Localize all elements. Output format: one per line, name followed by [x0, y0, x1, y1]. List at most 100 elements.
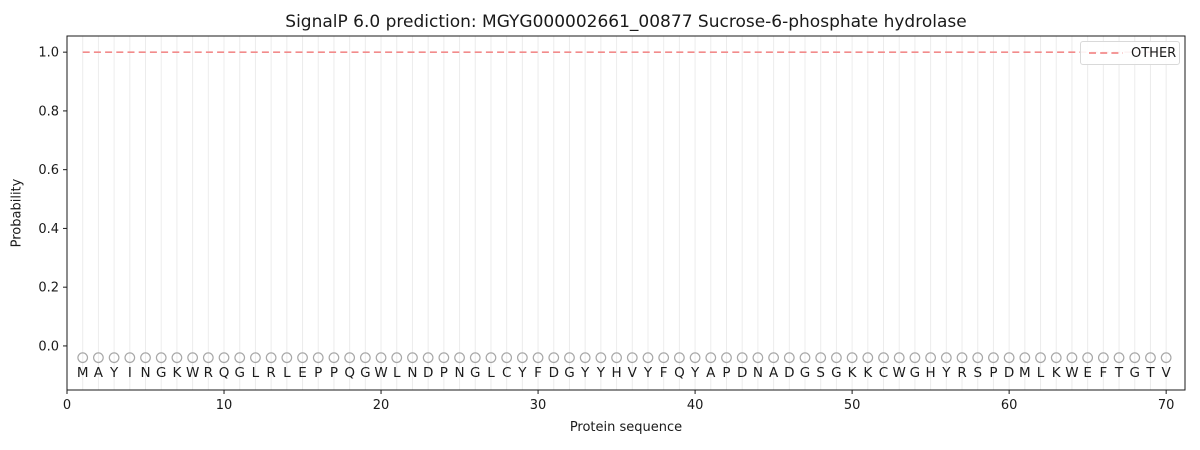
residue-marker: [1082, 352, 1094, 364]
residue-letter: Y: [580, 365, 590, 381]
residue-marker: [705, 352, 717, 364]
residue-letter: D: [1004, 365, 1014, 381]
x-tick-label: 70: [1158, 398, 1175, 413]
residue-letter: G: [1130, 365, 1140, 381]
residue-marker: [532, 352, 544, 364]
residue-marker: [344, 352, 356, 364]
x-tick-label: 40: [687, 398, 704, 413]
residue-letter: W: [186, 365, 199, 381]
residue-marker: [281, 352, 293, 364]
residue-letter: W: [1065, 365, 1078, 381]
residue-letter: D: [549, 365, 559, 381]
residue-marker: [909, 352, 921, 364]
residue-letter: W: [374, 365, 387, 381]
residue-letter: P: [440, 365, 448, 381]
residue-letter: Q: [674, 365, 685, 381]
residue-letter: I: [128, 365, 132, 381]
residue-marker: [815, 352, 827, 364]
residue-letter: K: [848, 365, 858, 381]
residue-marker: [312, 352, 324, 364]
residue-marker: [234, 352, 246, 364]
residue-marker: [454, 352, 465, 364]
residue-letter: R: [957, 365, 966, 381]
residue-letter: G: [234, 365, 244, 381]
legend-other-label: OTHER: [1131, 45, 1177, 61]
residue-marker: [1113, 352, 1125, 364]
residue-letter: L: [283, 365, 291, 381]
residue-marker: [250, 352, 261, 364]
residue-letter: H: [612, 365, 622, 381]
legend: OTHER: [1080, 41, 1180, 65]
residue-marker: [516, 352, 528, 364]
residue-marker: [595, 352, 607, 364]
residue-marker: [77, 352, 89, 364]
plot-border: [66, 35, 1186, 391]
residue-letter: L: [1037, 365, 1045, 381]
residue-marker: [155, 352, 167, 364]
residue-letter: V: [628, 365, 638, 381]
residue-marker: [485, 352, 497, 364]
residue-letter: N: [140, 365, 150, 381]
residue-marker: [438, 352, 450, 364]
residue-marker: [642, 352, 654, 364]
y-tick-label: 0.4: [38, 222, 59, 237]
residue-letter: G: [831, 365, 841, 381]
x-tick-label: 30: [530, 398, 547, 413]
x-tick-label: 0: [63, 398, 71, 413]
residue-marker: [1050, 352, 1062, 364]
residue-letter: Y: [517, 365, 527, 381]
residue-letter: Y: [941, 365, 951, 381]
y-tick-label: 1.0: [38, 46, 59, 61]
residue-letter: L: [487, 365, 495, 381]
residue-marker: [501, 352, 513, 364]
residue-letter: K: [1052, 365, 1062, 381]
residue-marker: [1129, 352, 1141, 364]
residue-letter: N: [407, 365, 417, 381]
residue-letter: K: [172, 365, 182, 381]
residue-marker: [391, 352, 403, 364]
residue-letter: G: [564, 365, 574, 381]
residue-marker: [359, 352, 371, 364]
residue-letter: R: [204, 365, 213, 381]
residue-marker: [265, 352, 277, 364]
residue-marker: [1066, 352, 1078, 364]
residue-letter: F: [534, 365, 542, 381]
residue-letter: K: [863, 365, 873, 381]
residue-letter: G: [156, 365, 166, 381]
residue-marker: [940, 352, 952, 364]
residue-letter: L: [252, 365, 260, 381]
residue-marker: [862, 352, 874, 364]
residue-letter: D: [737, 365, 747, 381]
residue-letter: T: [1145, 365, 1155, 381]
residue-marker: [548, 352, 560, 364]
residue-marker: [736, 352, 748, 364]
residue-marker: [297, 352, 308, 364]
residue-marker: [375, 352, 387, 364]
residue-letter: W: [893, 365, 906, 381]
residue-letter: Y: [690, 365, 700, 381]
residue-marker: [925, 352, 937, 364]
residue-letter: P: [989, 365, 997, 381]
residue-marker: [988, 352, 999, 364]
residue-letter: Y: [643, 365, 653, 381]
residue-letter: P: [722, 365, 730, 381]
residue-letter: V: [1162, 365, 1172, 381]
residue-marker: [407, 352, 418, 364]
residue-letter: S: [816, 365, 825, 381]
x-axis-label: Protein sequence: [569, 420, 683, 435]
residue-marker: [93, 352, 104, 364]
residue-marker: [187, 352, 199, 364]
residue-marker: [1160, 352, 1172, 364]
residue-marker: [469, 352, 481, 364]
residue-marker: [202, 352, 214, 364]
residue-marker: [579, 352, 591, 364]
y-tick-label: 0.6: [38, 163, 59, 178]
residue-marker: [140, 352, 151, 364]
residue-letter: S: [973, 365, 982, 381]
y-tick-label: 0.8: [38, 104, 59, 119]
residue-marker: [564, 352, 575, 364]
residue-letter: T: [1114, 365, 1124, 381]
residue-letter: E: [298, 365, 307, 381]
y-tick-label: 0.0: [38, 339, 59, 354]
